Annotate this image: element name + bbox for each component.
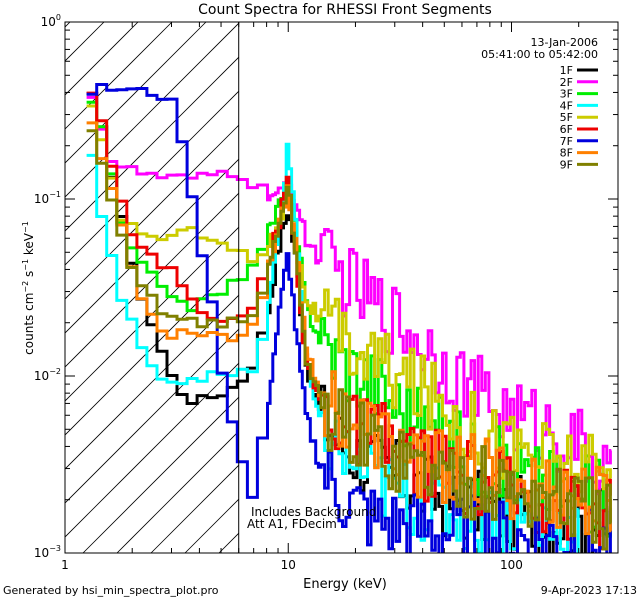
background-annotation: Includes Background <box>251 505 376 519</box>
hatch-line <box>65 158 239 334</box>
attenuator-hatch-region <box>65 22 239 553</box>
attenuator-annotation: Att A1, FDecim <box>247 517 337 531</box>
y-axis-label: counts cm−2 s−1 keV−1 <box>21 221 36 355</box>
legend-label-4F: 4F <box>560 99 573 112</box>
legend-label-7F: 7F <box>560 135 573 148</box>
series-layer <box>86 83 612 553</box>
series-line-9F <box>86 129 612 551</box>
hatch-line <box>65 90 239 266</box>
plot-frame <box>64 21 619 554</box>
hatch-line <box>65 22 207 164</box>
hatch-line <box>65 260 239 436</box>
chart-title: Count Spectra for RHESSI Front Segments <box>198 2 492 18</box>
series-line-3F <box>86 100 612 538</box>
legend-label-5F: 5F <box>560 111 573 124</box>
hatch-line <box>65 226 239 402</box>
hatch-line <box>65 362 239 538</box>
legend-label-2F: 2F <box>560 76 573 89</box>
x-tick-label: 100 <box>500 558 523 572</box>
legend-label-8F: 8F <box>560 147 573 160</box>
y-tick-label: 10−3 <box>34 544 61 560</box>
observation-time-range: 05:41:00 to 05:42:00 <box>481 48 598 61</box>
hatch-line <box>65 192 239 368</box>
x-axis-label: Energy (keV) <box>303 577 387 592</box>
hatch-line <box>65 22 173 130</box>
generation-timestamp: 9-Apr-2023 17:13 <box>541 584 637 597</box>
series-line-7F <box>86 83 612 553</box>
legend-label-3F: 3F <box>560 88 573 101</box>
hatch-line <box>65 22 239 198</box>
generator-credit: Generated by hsi_min_spectra_plot.pro <box>3 584 219 597</box>
series-line-4F <box>86 142 580 553</box>
observation-date: 13-Jan-2006 <box>531 36 599 49</box>
hatch-line <box>65 56 239 232</box>
y-tick-label: 10−1 <box>34 190 61 206</box>
legend-label-9F: 9F <box>560 158 573 171</box>
axis-ticks: 1 10 100 10−3 10−2 10−1 100 <box>34 13 619 572</box>
y-tick-label: 100 <box>41 13 61 29</box>
hatch-line <box>82 396 239 553</box>
hatch-line <box>116 430 239 553</box>
hatch-line <box>65 124 239 300</box>
legend-label-1F: 1F <box>560 64 573 77</box>
hatch-line <box>65 294 239 470</box>
legend-label-6F: 6F <box>560 123 573 136</box>
hatch-line <box>65 328 239 504</box>
x-tick-label: 1 <box>61 558 69 572</box>
y-tick-label: 10−2 <box>34 367 61 383</box>
x-tick-label: 10 <box>281 558 296 572</box>
